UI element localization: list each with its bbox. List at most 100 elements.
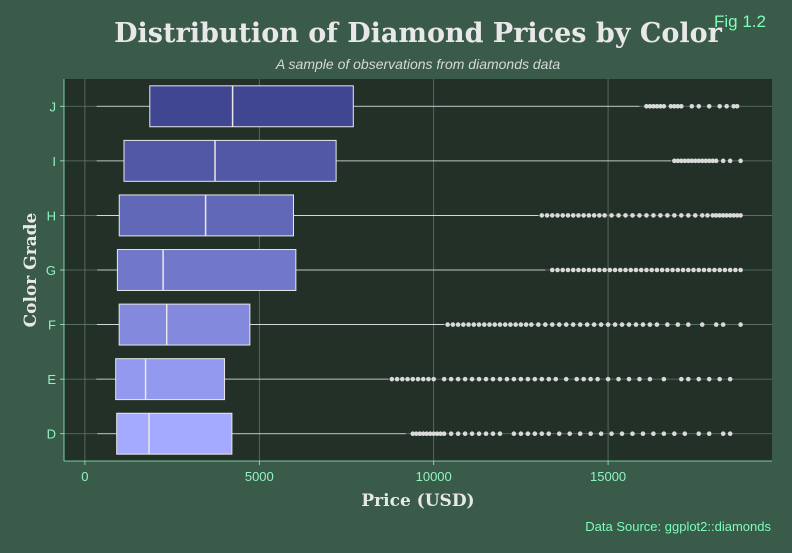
chart-subtitle: A sample of observations from diamonds d… (275, 56, 561, 72)
outlier-point (438, 431, 443, 437)
outlier-point (420, 431, 426, 437)
outlier-point (670, 267, 675, 273)
outlier-point (640, 431, 646, 437)
outlier-point (647, 103, 653, 109)
outlier-point (591, 322, 597, 327)
outlier-point (546, 376, 552, 382)
outlier-point (696, 431, 702, 437)
outlier-point (654, 103, 660, 109)
outlier-point (455, 376, 461, 382)
outlier-point (680, 267, 686, 273)
outlier-point (556, 322, 562, 327)
outlier-point (476, 431, 482, 437)
outlier-point (675, 103, 681, 109)
outlier-point (720, 322, 726, 327)
outlier-point (476, 322, 482, 327)
outlier-point (722, 267, 728, 273)
boxes (96, 85, 743, 455)
y-tick-label-D: D (47, 427, 56, 442)
outlier-point (713, 158, 719, 164)
caption: Data Source: ggplot2::diamonds (585, 519, 771, 534)
outlier-point (661, 431, 667, 437)
outlier-point (588, 376, 593, 382)
outlier-point (553, 376, 559, 382)
outlier-point (672, 103, 677, 109)
outlier-point (549, 213, 555, 218)
outlier-point (738, 213, 743, 218)
outlier-point (605, 322, 611, 327)
outlier-point (616, 213, 621, 218)
outlier-point (701, 267, 707, 273)
outlier-point (497, 322, 503, 327)
outlier-point (549, 322, 555, 327)
outlier-point (469, 376, 475, 382)
outlier-point (586, 267, 592, 273)
outlier-point (644, 213, 649, 218)
outlier-point (513, 322, 518, 327)
y-tick-label-F: F (48, 318, 56, 333)
outlier-point (679, 158, 684, 164)
outlier-point (511, 431, 517, 437)
outlier-point (570, 322, 576, 327)
outlier-point (441, 376, 447, 382)
outlier-point (441, 431, 447, 437)
outlier-point (738, 267, 743, 273)
outlier-point (607, 267, 613, 273)
outlier-point (720, 431, 726, 437)
outlier-point (394, 376, 400, 382)
outlier-point (724, 213, 729, 218)
outlier-point (588, 431, 593, 437)
outlier-point (410, 431, 416, 437)
outlier-point (424, 431, 430, 437)
outlier-point (597, 267, 602, 273)
outlier-point (637, 213, 642, 218)
outlier-point (518, 322, 524, 327)
outlier-point (672, 158, 677, 164)
outlier-point (685, 376, 691, 382)
outlier-point (497, 431, 503, 437)
outlier-point (497, 376, 503, 382)
outlier-point (427, 431, 433, 437)
outlier-point (529, 322, 534, 327)
outlier-point (612, 267, 618, 273)
outlier-point (481, 322, 487, 327)
box-D (97, 412, 733, 455)
outlier-point (691, 267, 696, 273)
outlier-point (532, 431, 538, 437)
outlier-point (706, 158, 712, 164)
outlier-point (665, 213, 670, 218)
outlier-point (555, 267, 560, 273)
outlier-point (415, 376, 421, 382)
outlier-point (420, 376, 426, 382)
iqr-box (116, 412, 233, 455)
outlier-point (410, 376, 416, 382)
iqr-box (149, 85, 354, 128)
outlier-point (626, 322, 632, 327)
outlier-point (490, 376, 496, 382)
outlier-point (706, 267, 712, 273)
outlier-point (445, 322, 450, 327)
outlier-point (483, 431, 489, 437)
outlier-point (651, 103, 656, 109)
outlier-point (546, 431, 552, 437)
outlier-point (602, 267, 607, 273)
outlier-point (717, 103, 722, 109)
outlier-point (576, 267, 581, 273)
box-I (96, 139, 743, 182)
outlier-point (661, 376, 667, 382)
outlier-point (576, 213, 581, 218)
outlier-point (523, 322, 529, 327)
outlier-point (450, 322, 456, 327)
outlier-point (727, 158, 733, 164)
outlier-point (565, 213, 571, 218)
outlier-point (738, 158, 743, 164)
outlier-point (734, 213, 740, 218)
outlier-point (727, 267, 733, 273)
outlier-point (544, 213, 550, 218)
outlier-point (675, 158, 681, 164)
outlier-point (581, 213, 586, 218)
outlier-point (605, 376, 611, 382)
outlier-point (696, 103, 702, 109)
outlier-point (455, 322, 461, 327)
